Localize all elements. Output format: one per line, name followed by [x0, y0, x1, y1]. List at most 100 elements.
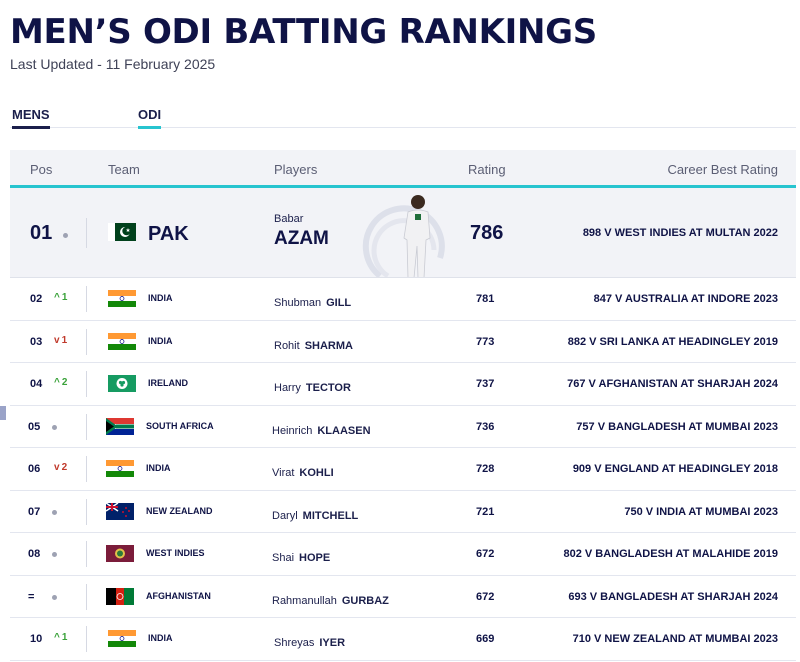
player-name[interactable]: Shreyas IYER	[274, 637, 345, 649]
india-flag-icon	[108, 290, 136, 307]
rank-position: 03	[30, 335, 43, 348]
rank-change-amount: 2	[61, 377, 68, 388]
career-best: 757 V BANGLADESH AT MUMBAI 2023	[576, 420, 778, 433]
tab-odi[interactable]: ODI	[138, 107, 162, 129]
col-pos: Pos	[30, 162, 53, 177]
filter-tabs: MENS ODI	[10, 106, 796, 129]
rank-change-amount: 1	[61, 292, 68, 303]
player-first-name: Shai	[272, 552, 295, 564]
table-row[interactable]: 02 ^ 1 INDIA Shubman GILL 781 847 V AUSTRALIA A…	[10, 278, 796, 321]
career-best: 710 V NEW ZEALAND AT MUMBAI 2023	[572, 633, 778, 645]
rating-value: 721	[476, 505, 495, 518]
player-first-name: Shubman	[274, 297, 322, 309]
team-name: INDIA	[148, 293, 173, 303]
player-name[interactable]: Rohit SHARMA	[274, 340, 353, 352]
rating-value: 786	[470, 222, 504, 244]
col-team: Team	[108, 162, 140, 177]
india-flag-icon	[106, 460, 134, 477]
player-last-name: GILL	[326, 297, 352, 309]
arrow-up-icon: ^	[54, 292, 60, 303]
team-name: IRELAND	[148, 378, 188, 388]
col-career-best: Career Best Rating	[667, 162, 778, 177]
rating-value: 781	[476, 293, 495, 305]
no-change-icon	[52, 509, 57, 515]
rating-value: 737	[476, 378, 495, 390]
player-last-name: TECTOR	[305, 382, 351, 394]
player-last-name: GURBAZ	[341, 594, 389, 607]
tab-mens[interactable]: MENS	[12, 107, 50, 129]
south-africa-flag-icon	[106, 417, 134, 435]
player-last-name: MITCHELL	[302, 509, 359, 522]
table-row[interactable]: 05 SOUTH AFRICA Heinrich KLAASEN 736 757 V BA…	[10, 406, 796, 448]
career-best: 802 V BANGLADESH AT MALAHIDE 2019	[563, 548, 778, 560]
no-change-icon	[52, 424, 57, 430]
player-last-name[interactable]: AZAM	[274, 228, 329, 249]
team-name: SOUTH AFRICA	[146, 420, 214, 431]
player-name[interactable]: Daryl MITCHELL	[272, 510, 358, 522]
last-updated: Last Updated - 11 February 2025	[10, 56, 216, 72]
rating-value: 672	[476, 548, 495, 560]
rank-position: 07	[28, 505, 41, 518]
scroll-indicator	[0, 406, 6, 420]
table-row[interactable]: 08 WEST INDIES Shai HOPE 672 802 V BANGLADESH…	[10, 533, 796, 576]
player-name[interactable]: Heinrich KLAASEN	[272, 425, 371, 437]
player-name[interactable]: Rahmanullah GURBAZ	[272, 595, 389, 607]
india-flag-icon	[108, 332, 136, 350]
team-name: INDIA	[148, 633, 173, 643]
rating-value: 773	[476, 335, 495, 348]
player-name[interactable]: Virat KOHLI	[272, 467, 334, 479]
rank-change: ^ 2	[54, 377, 67, 388]
page-title: MEN’S ODI BATTING RANKINGS	[10, 12, 597, 52]
player-name[interactable]: Shai HOPE	[272, 552, 330, 564]
table-row[interactable]: = AFGHANISTAN Rahmanullah GURBAZ 672 693 V BA…	[10, 576, 796, 618]
arrow-up-icon: ^	[54, 632, 60, 643]
career-best: 882 V SRI LANKA AT HEADINGLEY 2019	[567, 335, 778, 348]
new-zealand-flag-icon	[106, 502, 134, 520]
table-row[interactable]: 04 ^ 2 IRELAND Harry TECTOR 737 767 V AFGHANIST…	[10, 363, 796, 406]
player-first-name: Harry	[274, 382, 301, 394]
player-name[interactable]: Shubman GILL	[274, 297, 351, 309]
table-row[interactable]: 07 NEW ZEALAND Daryl MITCHELL 721 750 V INDIA…	[10, 491, 796, 533]
player-last-name: IYER	[319, 637, 346, 649]
table-row-top[interactable]: 01 PAK Babar AZAM 786 898 V WEST INDIES …	[10, 188, 796, 278]
divider	[86, 218, 87, 248]
arrow-down-icon: v	[54, 462, 60, 473]
west-indies-flag-icon	[106, 545, 134, 562]
rank-position: 08	[28, 548, 41, 560]
rank-change-amount: 2	[61, 462, 68, 473]
player-last-name: HOPE	[299, 552, 331, 564]
player-last-name: SHARMA	[304, 339, 353, 352]
team-name: AFGHANISTAN	[146, 590, 211, 601]
team-name: INDIA	[146, 463, 171, 473]
rank-position: 04	[30, 378, 43, 390]
no-change-icon	[63, 233, 68, 238]
rating-value: 736	[476, 420, 495, 433]
table-row[interactable]: 03 v 1 INDIA Rohit SHARMA 773 882 V SRI LANKA A…	[10, 321, 796, 363]
divider	[86, 456, 87, 482]
rating-value: 669	[476, 633, 495, 645]
player-last-name: KLAASEN	[317, 424, 371, 437]
player-name[interactable]: Harry TECTOR	[274, 382, 351, 394]
team-name: INDIA	[148, 335, 173, 346]
col-players: Players	[274, 162, 318, 177]
career-best: 898 V WEST INDIES AT MULTAN 2022	[582, 227, 778, 239]
rank-change: ^ 1	[54, 292, 67, 303]
rank-change-amount: 1	[61, 632, 68, 643]
col-rating: Rating	[468, 162, 506, 177]
career-best: 909 V ENGLAND AT HEADINGLEY 2018	[572, 463, 778, 475]
table-row[interactable]: 10 ^ 1 INDIA Shreyas IYER 669 710 V NEW ZEALAND…	[10, 618, 796, 661]
team-name: PAK	[148, 223, 189, 245]
divider	[86, 583, 87, 610]
afghanistan-flag-icon	[106, 587, 134, 605]
career-best: 767 V AFGHANISTAN AT SHARJAH 2024	[567, 378, 778, 390]
rank-position: 06	[28, 463, 41, 475]
team-name: WEST INDIES	[146, 548, 205, 558]
player-first-name: Shreyas	[274, 637, 315, 649]
rankings-table: Pos Team Players Rating Career Best Rati…	[10, 150, 796, 661]
player-first-name: Daryl	[272, 509, 298, 522]
table-row[interactable]: 06 v 2 INDIA Virat KOHLI 728 909 V ENGLAND AT H…	[10, 448, 796, 491]
divider	[86, 371, 87, 397]
rating-value: 728	[476, 463, 495, 475]
